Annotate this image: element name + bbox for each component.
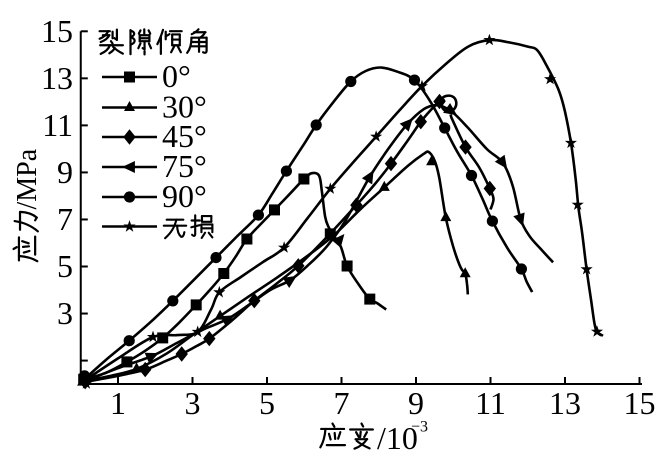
svg-text:30°: 30° — [162, 89, 207, 125]
svg-text:11: 11 — [475, 385, 506, 421]
svg-text:3: 3 — [185, 385, 201, 421]
svg-text:5: 5 — [259, 385, 275, 421]
svg-text:3: 3 — [57, 295, 73, 331]
svg-text:/10: /10 — [377, 420, 418, 456]
svg-text:7: 7 — [57, 201, 73, 237]
svg-text:7: 7 — [334, 385, 350, 421]
svg-text:15: 15 — [624, 385, 656, 421]
svg-text:/MPa: /MPa — [12, 148, 43, 209]
svg-text:15: 15 — [41, 13, 73, 49]
svg-text:11: 11 — [42, 107, 73, 143]
svg-text:13: 13 — [549, 385, 581, 421]
svg-text:0°: 0° — [162, 58, 191, 94]
svg-text:1: 1 — [110, 385, 126, 421]
svg-text:−3: −3 — [411, 419, 428, 436]
svg-text:9: 9 — [57, 154, 73, 190]
svg-text:75°: 75° — [162, 148, 207, 184]
svg-text:9: 9 — [408, 385, 424, 421]
svg-text:13: 13 — [41, 60, 73, 96]
svg-text:5: 5 — [57, 248, 73, 284]
svg-text:45°: 45° — [162, 118, 207, 154]
svg-text:90°: 90° — [162, 178, 207, 214]
